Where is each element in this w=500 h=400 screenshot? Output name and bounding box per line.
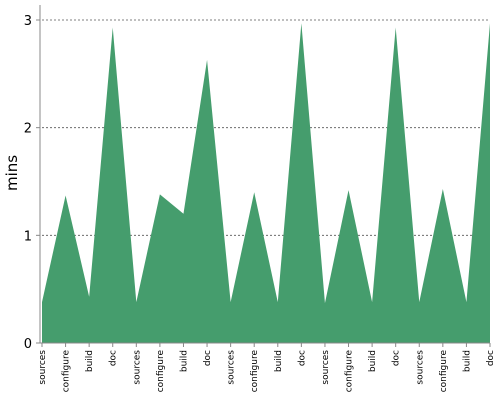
y-tick-label: 1 <box>24 229 32 244</box>
x-tick-label: configure <box>62 350 72 393</box>
x-tick-label: sources <box>415 350 425 385</box>
x-tick-label: configure <box>250 350 260 393</box>
x-tick-label: build <box>274 350 284 372</box>
axes <box>36 5 491 347</box>
y-tick-label: 3 <box>24 14 32 29</box>
x-tick-label: doc <box>297 350 307 366</box>
area-series <box>42 23 490 343</box>
y-tick-label: 2 <box>24 122 32 137</box>
x-tick-label: configure <box>156 350 166 393</box>
x-tick-label: build <box>179 350 189 372</box>
x-tick-label: doc <box>392 350 402 366</box>
y-axis-title: mins <box>3 155 21 191</box>
x-tick-label: doc <box>109 350 119 366</box>
x-tick-label: sources <box>132 350 142 385</box>
x-tick-label: doc <box>203 350 213 366</box>
x-tick-label: build <box>85 350 95 372</box>
x-tick-label: sources <box>321 350 331 385</box>
y-tick-labels: 0 1 2 3 <box>24 14 32 352</box>
y-tick-label: 0 <box>24 337 32 352</box>
x-tick-label: doc <box>486 350 496 366</box>
x-tick-label: sources <box>38 350 48 385</box>
x-tick-label: sources <box>227 350 237 385</box>
x-tick-labels: sources configure build doc sources configure… <box>38 350 496 393</box>
x-tick-label: configure <box>439 350 449 393</box>
x-tick-label: build <box>462 350 472 372</box>
gridlines <box>42 19 490 236</box>
x-tick-label: build <box>368 350 378 372</box>
x-tick-label: configure <box>345 350 355 393</box>
